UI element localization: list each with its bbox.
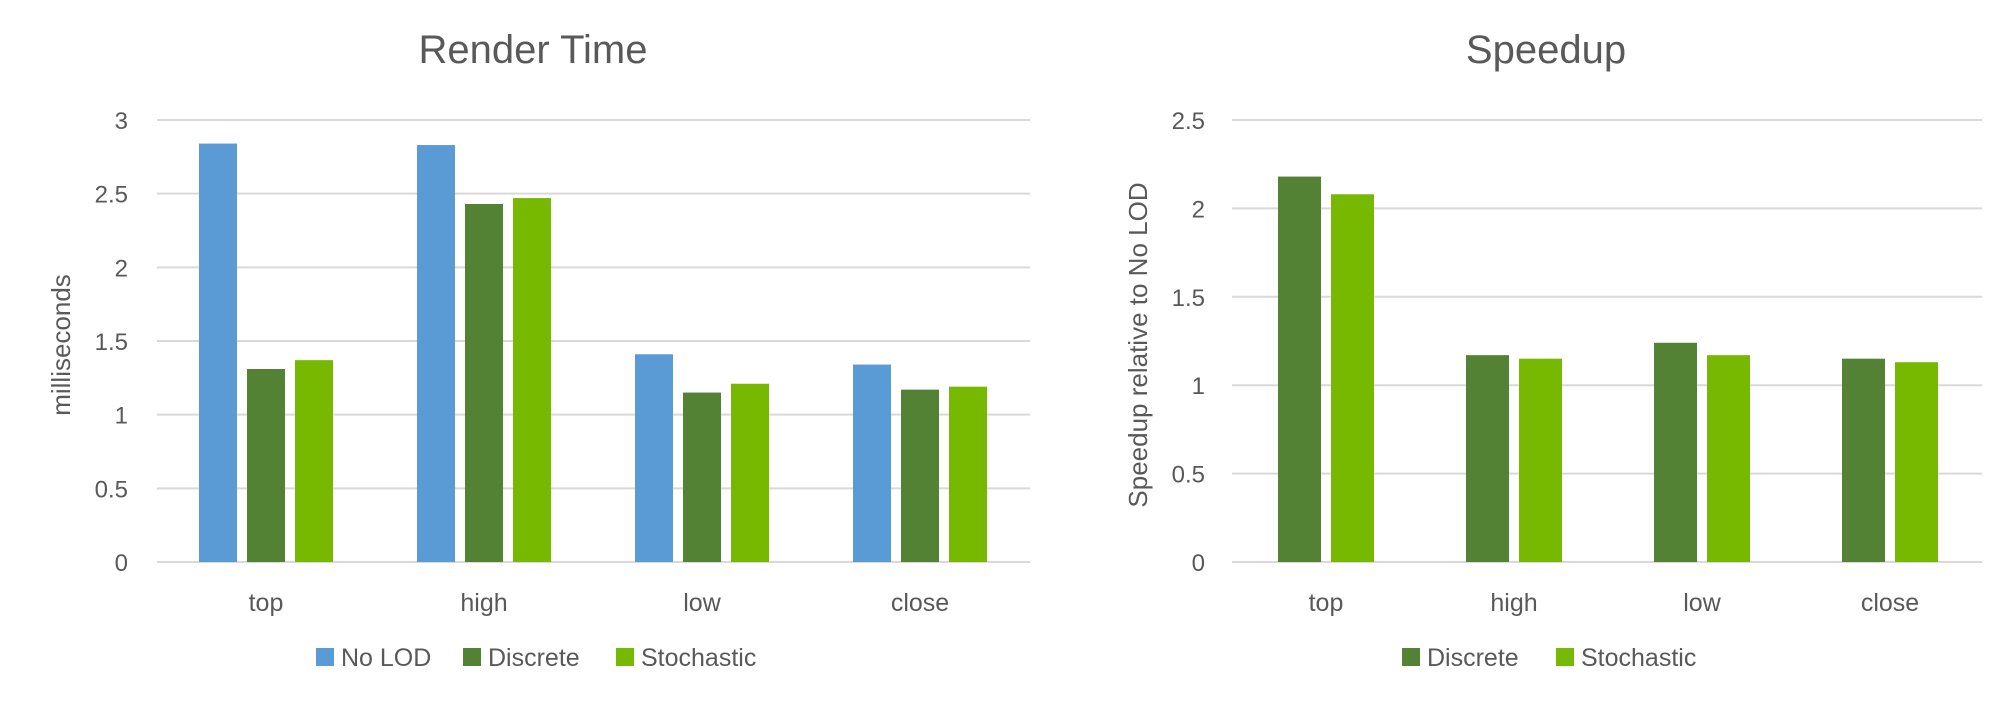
x-tick-label: high [460,589,507,617]
legend-label: Stochastic [641,644,756,672]
legend-swatch [616,648,634,666]
legend-label: Stochastic [1581,644,1696,672]
bar-high-discrete [1466,355,1509,562]
bar-low-discrete [683,392,721,562]
x-tick-label: close [891,589,949,617]
y-tick-label: 1 [115,403,128,430]
y-tick-label: 2.5 [1172,108,1205,135]
x-tick-label: top [1309,589,1344,617]
legend-label: Discrete [1427,644,1519,672]
bar-top-stochastic [1331,194,1374,563]
bar-close-no-lod [853,364,891,562]
y-tick-labels: 0 0.5 1 1.5 2 2.5 3 [95,108,128,577]
bars [1278,176,1938,563]
legend-swatch [1556,648,1574,666]
bar-high-discrete [465,203,503,563]
bar-low-stochastic [1707,355,1750,562]
legend-label: Discrete [488,644,580,672]
x-tick-label: top [249,589,284,617]
y-tick-label: 2.5 [95,182,128,209]
bar-close-discrete [1842,358,1885,562]
bar-top-stochastic [295,360,333,562]
x-tick-labels: top high low close [249,589,950,617]
bar-low-discrete [1654,342,1697,562]
bar-high-no-lod [417,145,455,562]
bars [199,143,987,563]
x-tick-label: close [1861,589,1919,617]
legend: Discrete Stochastic [1402,644,1696,672]
legend-label: No LOD [341,644,431,672]
bar-close-stochastic [949,386,987,562]
y-tick-label: 1.5 [95,329,128,356]
y-tick-label: 0 [115,550,128,577]
chart-title: Speedup [1466,28,1626,72]
bar-high-stochastic [513,198,551,562]
legend-swatch [316,648,334,666]
y-tick-label: 2 [115,255,128,282]
bar-close-stochastic [1895,362,1938,562]
x-tick-labels: top high low close [1309,589,1920,617]
x-tick-label: high [1490,589,1537,617]
y-axis-label: Speedup relative to No LOD [1123,182,1153,507]
bar-low-stochastic [731,383,769,562]
bar-top-discrete [1278,176,1321,563]
y-tick-label: 1.5 [1172,285,1205,312]
y-tick-label: 0.5 [1172,462,1205,489]
render-time-chart: Render Time milliseconds 0 0.5 1 1.5 2 2.5 3 t… [46,28,1030,672]
bar-low-no-lod [635,354,673,562]
bar-top-no-lod [199,143,237,562]
y-tick-label: 1 [1192,373,1205,400]
y-tick-labels: 0 0.5 1 1.5 2 2.5 [1172,108,1205,577]
x-tick-label: low [1683,589,1721,617]
chart-title: Render Time [419,28,648,72]
y-tick-label: 2 [1192,196,1205,223]
y-tick-label: 0 [1192,550,1205,577]
bar-close-discrete [901,389,939,562]
bar-high-stochastic [1519,358,1562,562]
gridlines [157,119,1030,563]
y-tick-label: 3 [115,108,128,135]
y-tick-label: 0.5 [95,476,128,503]
bar-top-discrete [247,368,285,562]
legend-swatch [1402,648,1420,666]
speedup-chart: Speedup Speedup relative to No LOD 0 0.5 1… [1123,28,1982,672]
legend: No LOD Discrete Stochastic [316,644,756,672]
legend-swatch [463,648,481,666]
y-axis-label: milliseconds [46,274,76,416]
x-tick-label: low [683,589,721,617]
